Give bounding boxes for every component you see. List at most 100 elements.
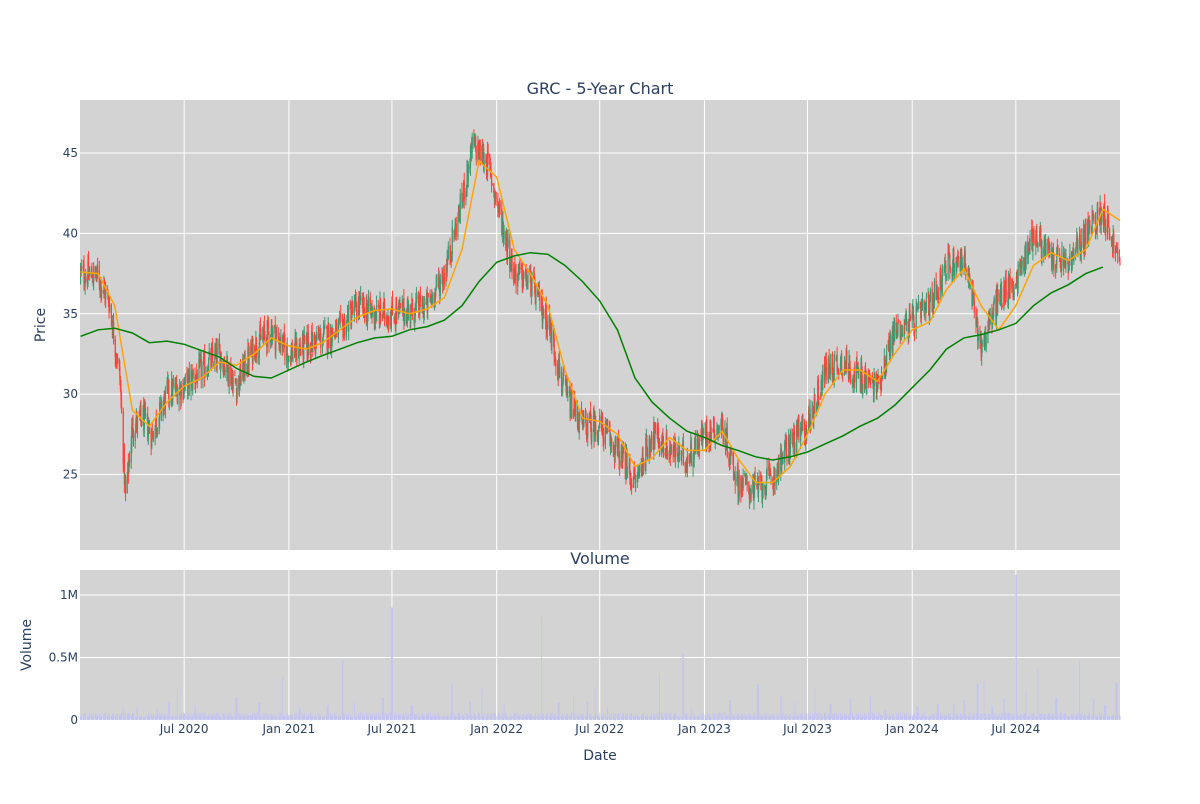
volume-bar [519, 715, 520, 720]
volume-bar [785, 717, 787, 720]
volume-bar [796, 716, 798, 720]
volume-bar [601, 712, 603, 720]
volume-bars[interactable] [80, 575, 1121, 720]
volume-bar [479, 713, 481, 720]
candle-body [87, 258, 90, 277]
volume-bar [311, 716, 313, 720]
candle-body [270, 339, 272, 343]
volume-bar [215, 716, 216, 720]
volume-bar [308, 715, 310, 720]
volume-x-tick-label: Jan 2021 [261, 722, 315, 736]
candle-body [530, 270, 532, 296]
volume-bar [530, 715, 532, 720]
candle-body [863, 375, 866, 392]
volume-bar [102, 715, 104, 720]
volume-bar [881, 715, 882, 720]
volume-bar [493, 713, 495, 720]
volume-bar [665, 712, 667, 720]
volume-bar [546, 714, 548, 720]
candle-body [941, 267, 943, 291]
volume-bar [445, 715, 447, 720]
volume-bar [316, 715, 318, 720]
volume-bar [757, 683, 759, 720]
volume-bar [199, 712, 201, 720]
volume-bar [140, 714, 142, 720]
volume-bar [188, 716, 190, 720]
volume-bar [895, 712, 897, 720]
candle-body [681, 450, 683, 457]
volume-bar [307, 714, 309, 720]
volume-bar [418, 716, 420, 720]
volume-bar [744, 713, 746, 720]
volume-bar [529, 712, 531, 720]
candle-body [258, 343, 260, 358]
price-candlesticks[interactable] [79, 129, 1121, 510]
candle-body [753, 476, 756, 492]
candle-body [381, 315, 383, 320]
volume-bar [314, 717, 316, 720]
candle-body [1100, 202, 1102, 206]
volume-bar [573, 696, 574, 720]
volume-bar [323, 716, 325, 720]
volume-bar [118, 715, 120, 720]
volume-bar [983, 681, 985, 720]
candle-body [160, 400, 163, 415]
volume-bar [844, 713, 845, 720]
volume-bar [677, 717, 679, 720]
volume-bar [599, 716, 601, 720]
candle-body [722, 429, 724, 444]
volume-bar [174, 715, 176, 720]
volume-bar [1004, 714, 1006, 720]
candle-body [183, 391, 185, 398]
volume-bar [971, 716, 973, 720]
volume-bar [948, 715, 950, 720]
volume-bar [1118, 714, 1120, 720]
volume-bar [718, 712, 720, 720]
volume-bar [239, 713, 241, 720]
candle-body [501, 224, 503, 234]
candle-body [324, 325, 326, 326]
volume-bar [693, 713, 695, 720]
candle-body [657, 427, 659, 445]
volume-bar [569, 715, 570, 720]
volume-bar [418, 716, 420, 720]
candle-body [580, 407, 583, 416]
volume-bar [1084, 714, 1086, 720]
candle-body [907, 321, 909, 338]
volume-bar [303, 713, 305, 720]
volume-bar [932, 713, 934, 720]
volume-bar [643, 714, 644, 720]
volume-bar [323, 717, 325, 720]
candle-body [553, 337, 555, 357]
volume-bar [729, 700, 730, 720]
volume-bar [88, 716, 89, 720]
volume-bar [906, 712, 907, 720]
volume-bar [825, 715, 827, 720]
candle-body [457, 217, 459, 237]
volume-bar [935, 715, 937, 720]
volume-bar [770, 713, 771, 720]
candle-body [519, 267, 521, 270]
volume-bar [740, 716, 742, 720]
candle-body [1029, 239, 1031, 246]
candle-body [953, 248, 955, 276]
candle-body [224, 369, 226, 373]
volume-bar [870, 696, 872, 720]
candle-body [626, 450, 628, 467]
volume-bar [200, 716, 202, 720]
volume-bar [347, 714, 348, 720]
volume-bar [670, 712, 672, 720]
volume-bar [543, 714, 545, 720]
volume-bar [712, 712, 714, 720]
volume-bar [139, 717, 141, 720]
volume-bar [525, 714, 527, 720]
volume-bar [583, 715, 585, 720]
candle-body [545, 305, 547, 330]
volume-bar [410, 705, 412, 720]
candle-body [1110, 236, 1113, 238]
volume-bar [820, 713, 822, 720]
volume-bar [409, 713, 411, 720]
volume-bar [1071, 717, 1073, 720]
volume-bar [898, 712, 900, 720]
